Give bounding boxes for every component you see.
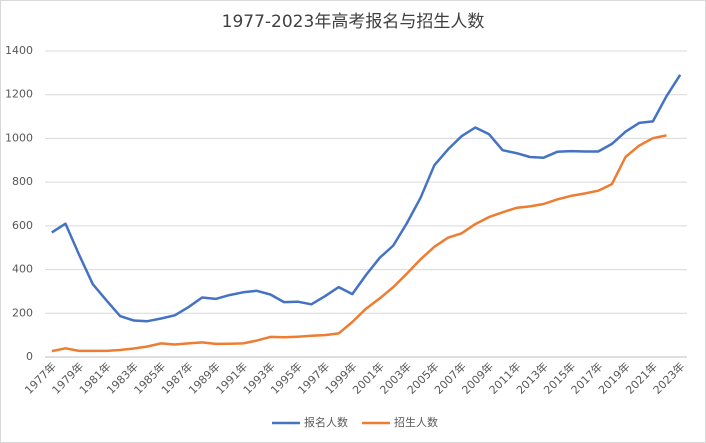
legend-label: 招生人数 <box>394 415 438 429</box>
y-tick-label: 1400 <box>5 44 33 57</box>
line-series <box>51 134 667 353</box>
legend-label: 报名人数 <box>304 415 348 429</box>
y-tick-label: 400 <box>12 263 33 276</box>
y-tick-label: 800 <box>12 175 33 188</box>
y-tick-label: 1200 <box>5 88 33 101</box>
chart-title: 1977-2023年高考报名与招生人数 <box>222 12 485 32</box>
y-tick-label: 1000 <box>5 131 33 144</box>
y-tick-label: 0 <box>26 350 33 363</box>
y-tick-label: 200 <box>12 306 33 319</box>
y-tick-label: 600 <box>12 219 33 232</box>
line-series <box>51 74 682 323</box>
